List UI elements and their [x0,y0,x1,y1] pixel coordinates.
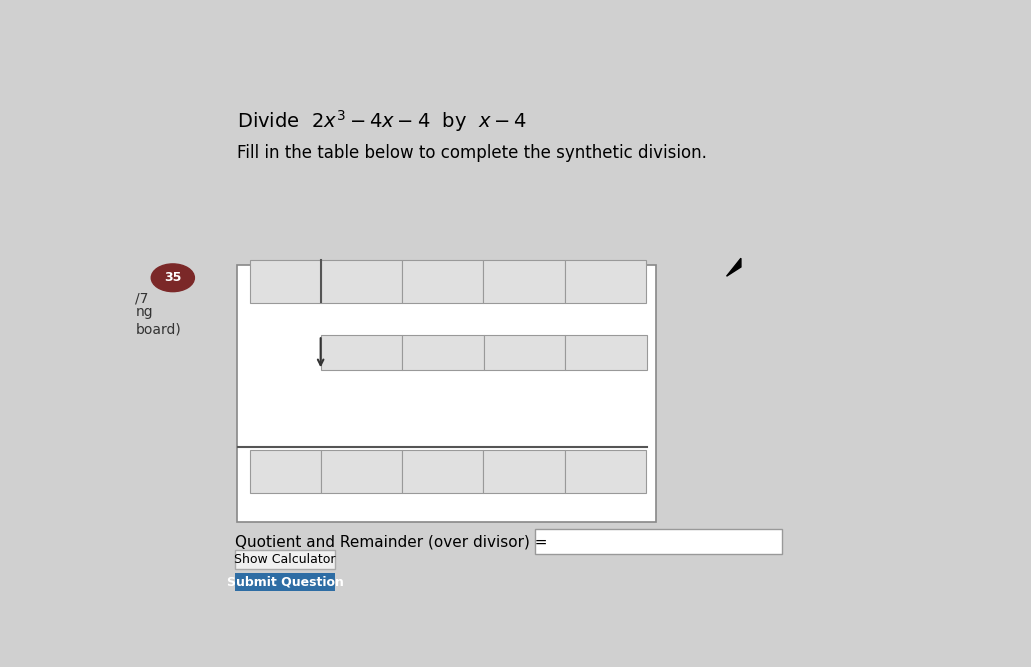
Bar [484,450,565,494]
Text: Quotient and Remainder (over divisor) =: Quotient and Remainder (over divisor) = [235,535,547,550]
Bar [237,265,657,522]
Text: board): board) [135,322,181,336]
Bar [535,530,783,554]
Bar [251,260,321,303]
Text: 35: 35 [164,271,181,284]
Text: /7: /7 [135,291,148,305]
Text: Divide  $2x^3 - 4x - 4$  by  $x - 4$: Divide $2x^3 - 4x - 4$ by $x - 4$ [237,108,527,134]
Bar [484,260,565,303]
Bar [251,450,321,494]
Polygon shape [727,258,741,276]
Bar [321,336,402,370]
Bar [321,260,402,303]
Bar [402,336,484,370]
Bar [565,260,645,303]
Bar [321,450,402,494]
Bar [235,550,335,569]
Bar [235,572,335,591]
Text: ng: ng [135,305,153,319]
Bar [402,450,484,494]
Bar [565,336,646,370]
Bar [565,450,645,494]
Circle shape [152,264,195,291]
Bar [402,260,484,303]
Text: Fill in the table below to complete the synthetic division.: Fill in the table below to complete the … [237,144,706,162]
Bar [484,336,565,370]
Text: Show Calculator: Show Calculator [234,553,336,566]
Text: Submit Question: Submit Question [227,576,343,588]
